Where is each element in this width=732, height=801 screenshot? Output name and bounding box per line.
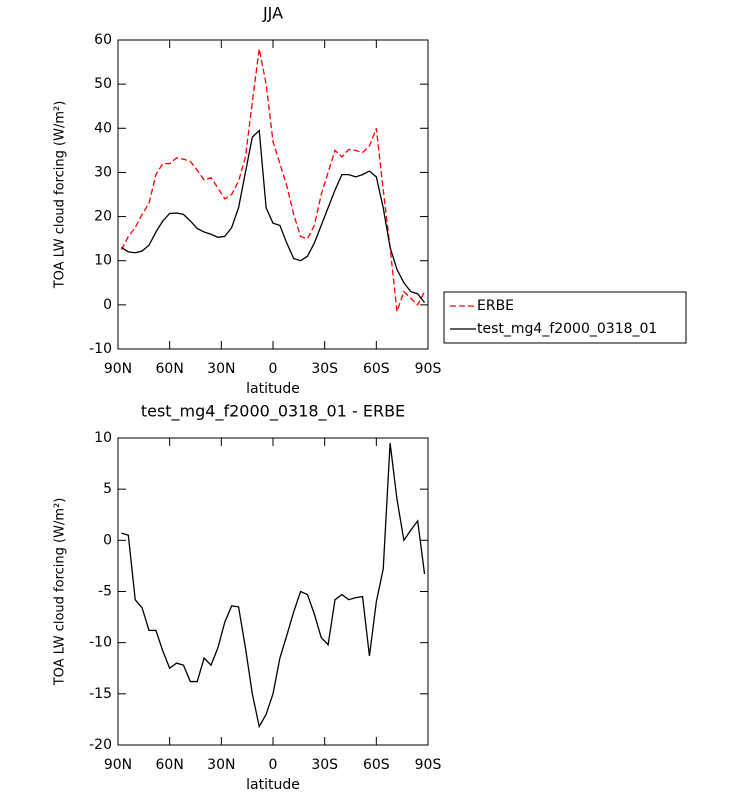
y-tick-label: 40 bbox=[94, 120, 112, 136]
x-tick-label: 60N bbox=[156, 757, 184, 773]
plot-frame bbox=[117, 437, 429, 746]
x-tick-label: 30N bbox=[207, 757, 235, 773]
x-tick-label: 30S bbox=[311, 361, 338, 377]
y-tick-label: -10 bbox=[89, 341, 112, 357]
y-tick-label: -20 bbox=[89, 737, 112, 753]
data-line bbox=[121, 443, 426, 729]
x-tick-label: 60S bbox=[363, 361, 390, 377]
x-tick-label: 90S bbox=[415, 757, 442, 773]
y-tick-label: -15 bbox=[89, 686, 112, 702]
legend-box bbox=[443, 291, 687, 344]
y-axis-label: TOA LW cloud forcing (W/m²) bbox=[53, 498, 68, 687]
chart-title: JJA bbox=[262, 4, 283, 23]
x-tick-label: 30N bbox=[207, 361, 235, 377]
y-tick-label: 0 bbox=[103, 532, 112, 548]
y-tick-label: -10 bbox=[89, 635, 112, 651]
x-tick-label: 0 bbox=[269, 757, 278, 773]
y-axis-label: TOA LW cloud forcing (W/m²) bbox=[53, 101, 68, 290]
y-tick-label: 5 bbox=[103, 481, 112, 497]
data-line bbox=[121, 129, 426, 304]
y-tick-label: 50 bbox=[94, 76, 112, 92]
plot-frame bbox=[117, 39, 429, 350]
y-tick-label: 30 bbox=[94, 164, 112, 180]
y-tick-label: 0 bbox=[103, 297, 112, 313]
data-line bbox=[120, 48, 426, 312]
x-tick-label: 90N bbox=[104, 757, 132, 773]
legend-label: ERBE bbox=[477, 298, 514, 314]
x-tick-label: 60N bbox=[156, 361, 184, 377]
x-tick-label: 90N bbox=[104, 361, 132, 377]
x-axis-label: latitude bbox=[246, 777, 300, 793]
x-tick-label: 90S bbox=[415, 361, 442, 377]
chart-title: test_mg4_f2000_0318_01 - ERBE bbox=[141, 402, 405, 422]
y-tick-label: 60 bbox=[94, 32, 112, 48]
x-tick-label: 30S bbox=[311, 757, 338, 773]
x-axis-label: latitude bbox=[246, 381, 300, 397]
y-tick-label: 10 bbox=[94, 253, 112, 269]
legend-label: test_mg4_f2000_0318_01 bbox=[477, 321, 657, 337]
y-tick-label: -5 bbox=[98, 584, 112, 600]
y-tick-label: 20 bbox=[94, 209, 112, 225]
y-tick-label: 10 bbox=[94, 430, 112, 446]
x-tick-label: 0 bbox=[269, 361, 278, 377]
x-tick-label: 60S bbox=[363, 757, 390, 773]
